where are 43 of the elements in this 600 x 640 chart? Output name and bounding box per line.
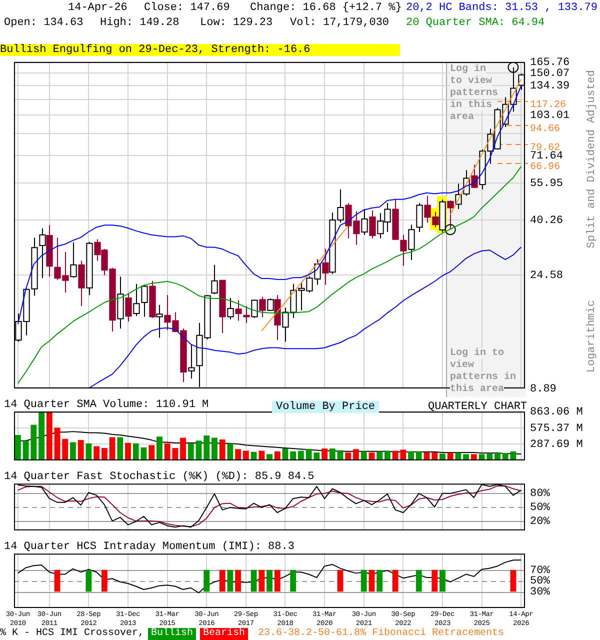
y-tick-label: 30% (530, 586, 550, 599)
text: Vol: 17,179,030 (290, 17, 390, 29)
y-axis-title: Split and Dividend Adjusted (586, 70, 598, 248)
text: 20,2 HC Bands: 31.53 , 133.79 (406, 2, 598, 14)
ref-line-label: 94.66 (530, 124, 560, 136)
annotation: Log in to view patterns in this area (450, 64, 498, 123)
y-tick-label: 20% (530, 516, 550, 528)
text: Low: 129.23 (200, 17, 273, 29)
text: High: 149.28 (100, 17, 180, 29)
annotation: QUARTERLY CHART (428, 401, 528, 413)
text: Bearish (200, 628, 248, 640)
y-tick-label: 24.58 (530, 270, 564, 282)
text: Bullish Engulfing on 29-Dec-23, Strength: -16.6 (0, 44, 400, 56)
chart-title: 14 Quarter HCS Intraday Momentum (IMI): 88.3 (4, 541, 294, 553)
text: Close: 147.69 (144, 2, 230, 14)
y-tick-label: 575.37 M (530, 422, 583, 435)
text: Logarithmic (586, 300, 598, 373)
text: 14-Apr-26 (68, 2, 128, 14)
y-tick-label: 165.76 (530, 56, 570, 69)
y-tick-label: 287.69 M (530, 439, 583, 452)
chart-title: 14 Quarter Fast Stochastic (%K) (%D): 85.9 84.5 (4, 471, 314, 483)
y-tick-label: 8.89 (530, 383, 556, 396)
ref-line-label: 66.96 (530, 162, 560, 174)
y-tick-label: 150.07 (530, 68, 570, 80)
y-tick-label: 863.06 M (530, 406, 583, 419)
text: 23.6-38.2-50-61.8% Fibonacci Retracements (258, 628, 504, 640)
y-tick-label: 134.39 (530, 80, 570, 92)
y-tick-label: 50% (530, 576, 550, 588)
y-tick-label: 103.01 (530, 110, 570, 122)
chart-title: 14 Quarter SMA Volume: 110.91 M (4, 399, 209, 411)
y-tick-label: 70% (530, 564, 550, 577)
ref-line-label: 117.26 (530, 100, 566, 112)
y-tick-label: 55.95 (530, 178, 564, 190)
annotation: Log in to view patterns in this area (450, 348, 516, 395)
legend-title: % K - HCS IMI Crossover, (0, 628, 144, 640)
text: Change: 16.68 {+12.7 %} (250, 2, 402, 14)
annotation: Volume By Price (272, 401, 380, 413)
text: Bullish (148, 628, 196, 640)
y-tick-label: 80% (530, 488, 550, 500)
y-tick-label: 40.26 (530, 214, 564, 227)
y-tick-label: 50% (530, 502, 550, 514)
text: 20 Quarter SMA: 64.94 (406, 17, 545, 29)
text: Open: 134.63 (4, 17, 84, 29)
